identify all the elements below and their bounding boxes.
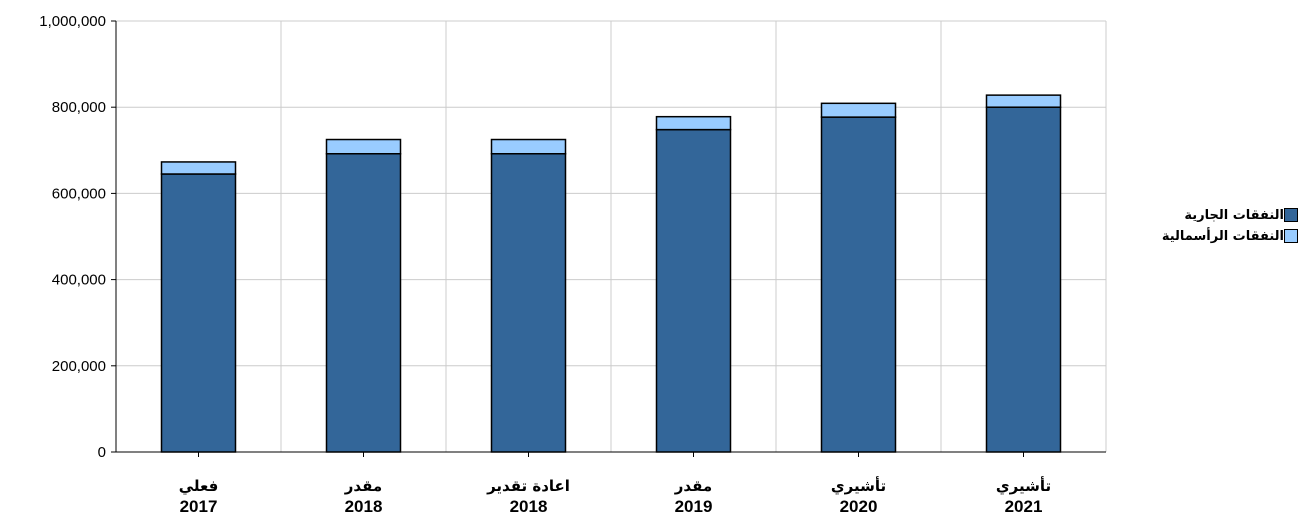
y-tick-label: 1,000,000 — [39, 13, 106, 30]
bar-segment-current — [160, 173, 237, 453]
legend-label-current: النفقات الجارية — [1184, 207, 1284, 223]
x-year-label: 2018 — [345, 497, 383, 516]
bar-segment-current — [490, 152, 567, 453]
x-year-label: 2020 — [840, 497, 878, 516]
y-tick-label: 200,000 — [52, 358, 106, 375]
legend: النفقات الجارية النفقات الرأسمالية — [1096, 205, 1301, 247]
bar-segment-current — [820, 116, 897, 453]
x-category-label: فعلي — [179, 477, 219, 495]
x-year-label: 2019 — [675, 497, 713, 516]
legend-label-capital: النفقات الرأسمالية — [1161, 228, 1284, 244]
y-tick-label: 800,000 — [52, 99, 106, 116]
x-category-label: تأشيري — [831, 476, 886, 496]
legend-swatch-current — [1284, 208, 1298, 222]
y-tick-label: 400,000 — [52, 272, 106, 289]
y-tick-label: 600,000 — [52, 185, 106, 202]
bar-segment-capital — [160, 161, 237, 175]
bar-segment-capital — [325, 138, 402, 155]
legend-item-capital-expenditure: النفقات الرأسمالية — [1096, 226, 1301, 246]
y-axis-ticks: 0 200,000 400,000 600,000 800,000 1,000,000 — [39, 13, 116, 461]
y-tick-label: 0 — [98, 444, 106, 461]
legend-item-current-expenditure: النفقات الجارية — [1096, 205, 1301, 225]
bar-segment-current — [985, 106, 1062, 453]
x-category-label: مقدر — [344, 477, 382, 495]
bar-segment-current — [655, 128, 732, 453]
bar-segment-capital — [985, 94, 1062, 108]
x-category-label: اعادة تقدير — [486, 477, 570, 495]
bars — [160, 94, 1062, 453]
x-axis-labels: فعلي 2017 مقدر 2018 اعادة تقدير 2018 مقدر 2019 ت… — [179, 452, 1051, 516]
x-year-label: 2021 — [1005, 497, 1043, 516]
legend-swatch-capital — [1284, 229, 1298, 243]
x-year-label: 2018 — [510, 497, 548, 516]
bar-segment-capital — [490, 138, 567, 155]
x-year-label: 2017 — [180, 497, 218, 516]
x-category-label: مقدر — [674, 477, 712, 495]
bar-segment-current — [325, 152, 402, 453]
bar-segment-capital — [820, 102, 897, 118]
bar-segment-capital — [655, 115, 732, 131]
x-gridlines — [280, 21, 1107, 452]
x-category-label: تأشيري — [996, 476, 1051, 496]
